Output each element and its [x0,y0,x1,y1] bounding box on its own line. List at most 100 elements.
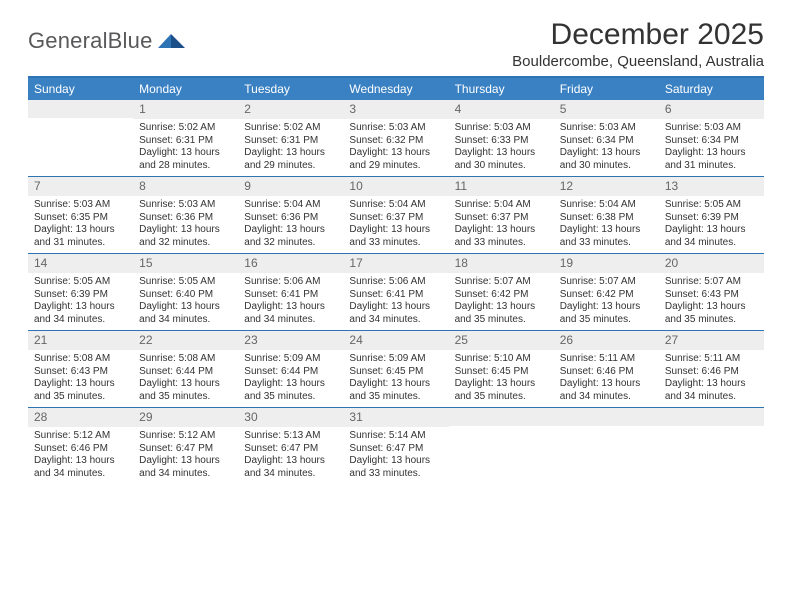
sunset-line: Sunset: 6:37 PM [455,212,548,225]
daylight-line: Daylight: 13 hours and 33 minutes. [349,224,442,249]
sunrise-line: Sunrise: 5:07 AM [665,276,758,289]
weekday-header-cell: Sunday [28,78,133,100]
sunset-line: Sunset: 6:46 PM [665,366,758,379]
sunset-line: Sunset: 6:44 PM [244,366,337,379]
weekday-header-cell: Thursday [449,78,554,100]
weekday-header-cell: Friday [554,78,659,100]
sunrise-line: Sunrise: 5:03 AM [34,199,127,212]
sunrise-line: Sunrise: 5:04 AM [560,199,653,212]
day-cell: 20Sunrise: 5:07 AMSunset: 6:43 PMDayligh… [659,254,764,330]
brand-name-a: General [28,28,108,53]
day-cell: 5Sunrise: 5:03 AMSunset: 6:34 PMDaylight… [554,100,659,176]
sunset-line: Sunset: 6:46 PM [560,366,653,379]
daylight-line: Daylight: 13 hours and 35 minutes. [455,378,548,403]
day-cell: 3Sunrise: 5:03 AMSunset: 6:32 PMDaylight… [343,100,448,176]
daylight-line: Daylight: 13 hours and 34 minutes. [139,301,232,326]
day-number: 27 [659,331,764,350]
sunrise-line: Sunrise: 5:04 AM [244,199,337,212]
day-cell: 8Sunrise: 5:03 AMSunset: 6:36 PMDaylight… [133,177,238,253]
day-cell: 23Sunrise: 5:09 AMSunset: 6:44 PMDayligh… [238,331,343,407]
day-cell: 6Sunrise: 5:03 AMSunset: 6:34 PMDaylight… [659,100,764,176]
day-body: Sunrise: 5:03 AMSunset: 6:36 PMDaylight:… [133,196,238,253]
sunrise-line: Sunrise: 5:06 AM [244,276,337,289]
sunrise-line: Sunrise: 5:13 AM [244,430,337,443]
day-body: Sunrise: 5:04 AMSunset: 6:37 PMDaylight:… [449,196,554,253]
sunset-line: Sunset: 6:43 PM [665,289,758,302]
day-body [28,118,133,125]
day-body: Sunrise: 5:12 AMSunset: 6:46 PMDaylight:… [28,427,133,484]
day-number: 9 [238,177,343,196]
day-number: 20 [659,254,764,273]
sunset-line: Sunset: 6:31 PM [244,135,337,148]
sunset-line: Sunset: 6:35 PM [34,212,127,225]
day-body: Sunrise: 5:04 AMSunset: 6:37 PMDaylight:… [343,196,448,253]
day-number: 11 [449,177,554,196]
sunset-line: Sunset: 6:34 PM [560,135,653,148]
day-number: 18 [449,254,554,273]
sunset-line: Sunset: 6:44 PM [139,366,232,379]
sunrise-line: Sunrise: 5:09 AM [244,353,337,366]
day-cell: 29Sunrise: 5:12 AMSunset: 6:47 PMDayligh… [133,408,238,484]
day-body: Sunrise: 5:06 AMSunset: 6:41 PMDaylight:… [238,273,343,330]
day-body: Sunrise: 5:07 AMSunset: 6:43 PMDaylight:… [659,273,764,330]
daylight-line: Daylight: 13 hours and 34 minutes. [139,455,232,480]
sunset-line: Sunset: 6:45 PM [349,366,442,379]
daylight-line: Daylight: 13 hours and 34 minutes. [34,455,127,480]
day-number: 28 [28,408,133,427]
daylight-line: Daylight: 13 hours and 35 minutes. [665,301,758,326]
day-body: Sunrise: 5:06 AMSunset: 6:41 PMDaylight:… [343,273,448,330]
day-number: 4 [449,100,554,119]
sunrise-line: Sunrise: 5:05 AM [665,199,758,212]
weekday-header-cell: Saturday [659,78,764,100]
daylight-line: Daylight: 13 hours and 33 minutes. [455,224,548,249]
day-body: Sunrise: 5:09 AMSunset: 6:44 PMDaylight:… [238,350,343,407]
sunrise-line: Sunrise: 5:06 AM [349,276,442,289]
sunrise-line: Sunrise: 5:07 AM [560,276,653,289]
day-body: Sunrise: 5:03 AMSunset: 6:34 PMDaylight:… [659,119,764,176]
day-cell [449,408,554,484]
sunrise-line: Sunrise: 5:11 AM [665,353,758,366]
sunrise-line: Sunrise: 5:12 AM [34,430,127,443]
sunrise-line: Sunrise: 5:05 AM [34,276,127,289]
day-body [659,426,764,433]
calendar-page: GeneralBlue December 2025 Bouldercombe, … [0,0,792,494]
day-cell: 18Sunrise: 5:07 AMSunset: 6:42 PMDayligh… [449,254,554,330]
day-number: 8 [133,177,238,196]
location-text: Bouldercombe, Queensland, Australia [512,53,764,70]
day-cell: 2Sunrise: 5:02 AMSunset: 6:31 PMDaylight… [238,100,343,176]
day-number: 25 [449,331,554,350]
daylight-line: Daylight: 13 hours and 28 minutes. [139,147,232,172]
day-cell: 28Sunrise: 5:12 AMSunset: 6:46 PMDayligh… [28,408,133,484]
day-number: 16 [238,254,343,273]
day-number: 15 [133,254,238,273]
day-number: 30 [238,408,343,427]
sunrise-line: Sunrise: 5:08 AM [139,353,232,366]
daylight-line: Daylight: 13 hours and 35 minutes. [139,378,232,403]
day-number: 17 [343,254,448,273]
weekday-header-cell: Wednesday [343,78,448,100]
sunrise-line: Sunrise: 5:11 AM [560,353,653,366]
day-cell: 13Sunrise: 5:05 AMSunset: 6:39 PMDayligh… [659,177,764,253]
day-number: 31 [343,408,448,427]
day-cell: 27Sunrise: 5:11 AMSunset: 6:46 PMDayligh… [659,331,764,407]
day-number: 23 [238,331,343,350]
sunrise-line: Sunrise: 5:09 AM [349,353,442,366]
sunset-line: Sunset: 6:40 PM [139,289,232,302]
sunset-line: Sunset: 6:47 PM [244,443,337,456]
day-cell: 17Sunrise: 5:06 AMSunset: 6:41 PMDayligh… [343,254,448,330]
day-cell: 9Sunrise: 5:04 AMSunset: 6:36 PMDaylight… [238,177,343,253]
brand-name: GeneralBlue [28,28,153,54]
day-body: Sunrise: 5:07 AMSunset: 6:42 PMDaylight:… [449,273,554,330]
sunset-line: Sunset: 6:38 PM [560,212,653,225]
week-row: 21Sunrise: 5:08 AMSunset: 6:43 PMDayligh… [28,330,764,407]
day-number: 29 [133,408,238,427]
day-cell [28,100,133,176]
calendar-grid: SundayMondayTuesdayWednesdayThursdayFrid… [28,76,764,484]
day-number: 21 [28,331,133,350]
day-body: Sunrise: 5:04 AMSunset: 6:36 PMDaylight:… [238,196,343,253]
sunset-line: Sunset: 6:47 PM [139,443,232,456]
daylight-line: Daylight: 13 hours and 34 minutes. [349,301,442,326]
daylight-line: Daylight: 13 hours and 35 minutes. [455,301,548,326]
day-body: Sunrise: 5:09 AMSunset: 6:45 PMDaylight:… [343,350,448,407]
brand-mark-icon [158,31,186,54]
